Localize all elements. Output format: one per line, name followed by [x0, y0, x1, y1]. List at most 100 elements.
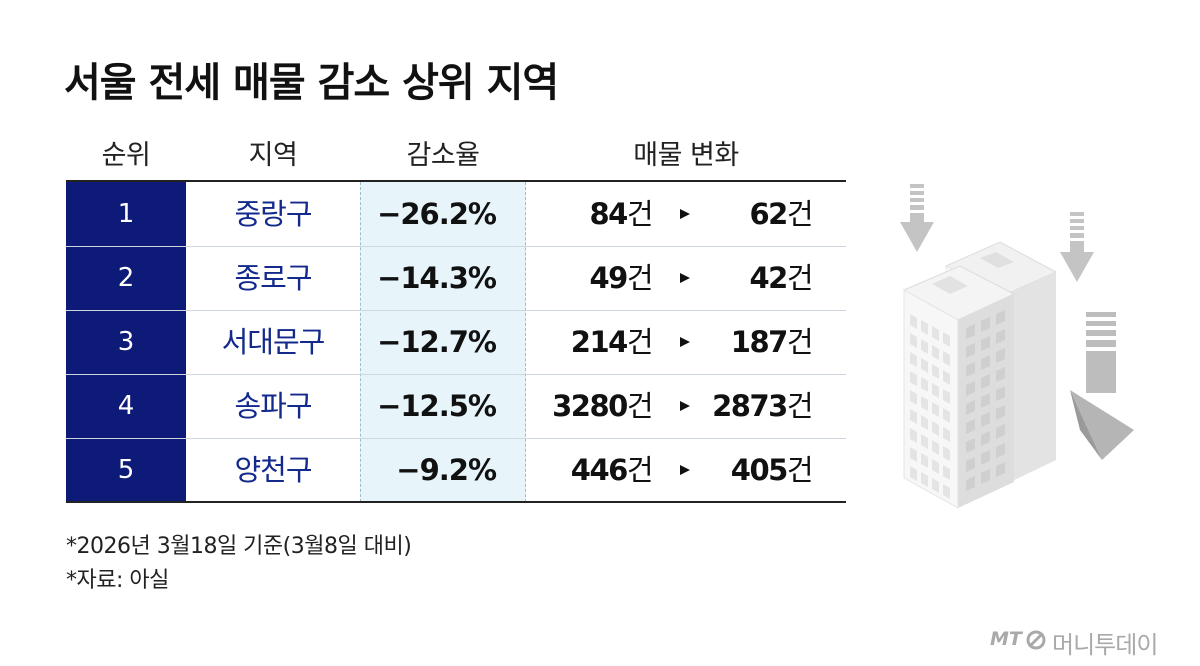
basis-note: *2026년 3월18일 기준(3월8일 대비)	[66, 534, 412, 559]
rate-cell: −9.2%	[396, 453, 497, 487]
header-region: 지역	[248, 140, 298, 171]
window	[981, 412, 990, 427]
window	[996, 329, 1005, 344]
before-count: 446	[570, 453, 629, 487]
table-row: 4 송파구 −12.5% 3280건 2873건	[66, 374, 846, 438]
table-bottom-rule	[66, 501, 846, 503]
rank-cell: 4	[117, 391, 135, 421]
window	[921, 453, 928, 468]
region-cell: 송파구	[234, 389, 312, 423]
header-rank: 순위	[101, 140, 151, 171]
count-unit: 건	[786, 197, 814, 231]
after-count: 405	[730, 453, 789, 487]
window	[966, 400, 975, 415]
money-today-logo: MT 머니투데이	[990, 620, 1190, 660]
logo-mt: MT	[990, 628, 1022, 650]
window	[981, 355, 990, 370]
rank-cell: 5	[117, 455, 135, 485]
right-arrow-icon	[680, 465, 690, 475]
count-unit: 건	[786, 325, 814, 359]
window	[981, 450, 990, 465]
window	[996, 424, 1005, 439]
after-count-cell: 2873건	[696, 374, 814, 438]
window	[943, 370, 950, 385]
window	[981, 336, 990, 351]
window	[932, 345, 939, 360]
logo-circle-icon	[1026, 630, 1046, 650]
window	[981, 374, 990, 389]
header-rate: 감소율	[406, 140, 480, 171]
window	[996, 405, 1005, 420]
window	[996, 310, 1005, 325]
window	[966, 476, 975, 491]
window	[932, 326, 939, 341]
after-count-cell: 187건	[696, 310, 814, 374]
rate-cell: −26.2%	[377, 197, 497, 231]
window	[966, 362, 975, 377]
window	[966, 419, 975, 434]
window	[932, 440, 939, 455]
window	[910, 333, 917, 348]
count-unit: 건	[626, 453, 654, 487]
count-unit: 건	[786, 389, 814, 423]
window	[943, 351, 950, 366]
window	[910, 390, 917, 405]
window	[966, 438, 975, 453]
table-row: 3 서대문구 −12.7% 214건 187건	[66, 310, 846, 374]
window	[921, 396, 928, 411]
region-cell: 양천구	[234, 453, 312, 487]
rank-cell: 2	[117, 263, 135, 293]
window	[966, 343, 975, 358]
rate-cell: −12.5%	[377, 389, 497, 423]
window	[981, 393, 990, 408]
window	[996, 348, 1005, 363]
rate-cell: −12.7%	[377, 325, 497, 359]
window	[943, 484, 950, 499]
row-divider	[66, 438, 846, 439]
table-row: 2 종로구 −14.3% 49건 42건	[66, 246, 846, 310]
window	[921, 415, 928, 430]
window	[921, 377, 928, 392]
count-unit: 건	[626, 261, 654, 295]
rank-cell: 3	[117, 327, 135, 357]
window	[943, 408, 950, 423]
window	[943, 465, 950, 480]
rank-cell: 1	[117, 199, 135, 229]
count-unit: 건	[786, 453, 814, 487]
window	[966, 457, 975, 472]
chart-title: 서울 전세 매물 감소 상위 지역	[64, 60, 559, 106]
before-count-cell: 3280건	[526, 374, 654, 438]
right-arrow-icon	[680, 401, 690, 411]
before-count: 84	[589, 197, 628, 231]
window	[932, 421, 939, 436]
source-note: *자료: 아실	[66, 568, 169, 593]
window	[943, 389, 950, 404]
window	[910, 352, 917, 367]
building-illustration	[900, 184, 1134, 509]
right-arrow-icon	[680, 337, 690, 347]
after-count: 42	[749, 261, 788, 295]
after-count-cell: 62건	[696, 182, 814, 246]
before-count-cell: 214건	[526, 310, 654, 374]
count-unit: 건	[626, 197, 654, 231]
window	[966, 381, 975, 396]
region-cell: 중랑구	[234, 197, 312, 231]
after-count-cell: 405건	[696, 438, 814, 502]
window	[943, 332, 950, 347]
region-cell: 서대문구	[221, 325, 326, 359]
after-count: 62	[749, 197, 788, 231]
down-arrow-icon	[1070, 312, 1134, 460]
window	[996, 386, 1005, 401]
after-count: 187	[730, 325, 789, 359]
window	[921, 472, 928, 487]
row-divider	[66, 310, 846, 311]
window	[996, 443, 1005, 458]
rate-column-bg	[360, 182, 526, 502]
row-divider	[66, 246, 846, 247]
before-count: 214	[570, 325, 629, 359]
count-unit: 건	[626, 389, 654, 423]
window	[921, 320, 928, 335]
building-windows	[910, 310, 1005, 499]
window	[921, 434, 928, 449]
row-divider	[66, 374, 846, 375]
